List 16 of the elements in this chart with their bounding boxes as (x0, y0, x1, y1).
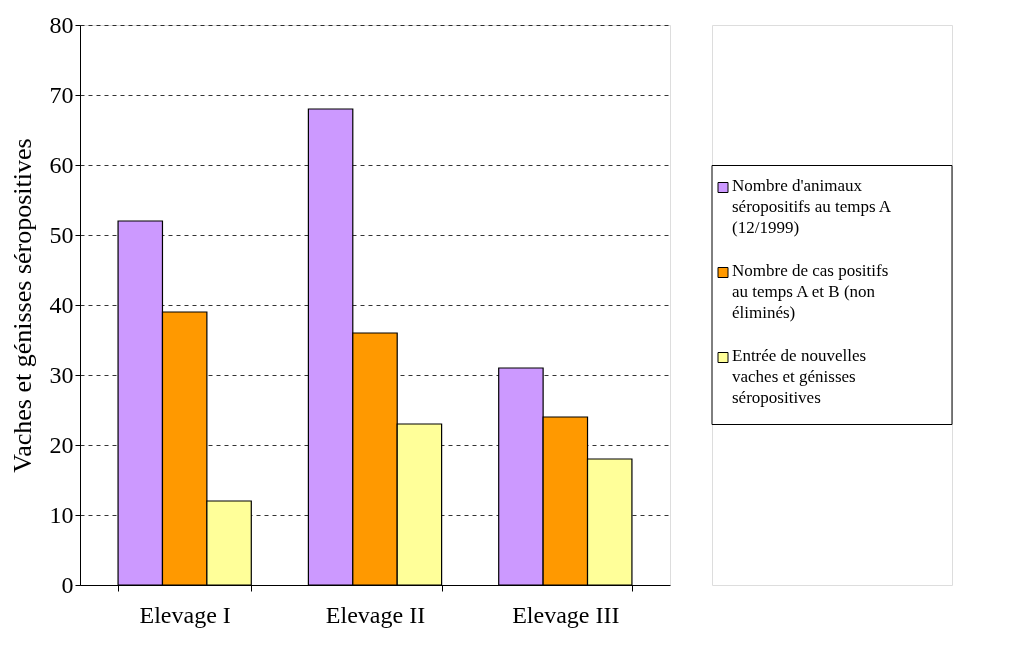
legend-label: Nombre de cas positifs au temps A et B (non éliminés) (732, 260, 889, 322)
y-tick-label: 70 (49, 81, 74, 108)
y-tick-label: 20 (49, 431, 74, 458)
y-tick-label: 60 (49, 151, 74, 178)
legend-label: Nombre d'animaux séropositifs au temps A (12/1999) (732, 175, 892, 237)
y-axis-title: Vaches et génisses séropositives (7, 138, 37, 473)
y-tick-label: 10 (49, 501, 74, 528)
x-tick-label: Elevage II (325, 601, 426, 628)
x-tick-label: Elevage III (512, 601, 620, 628)
y-tick-label: 80 (49, 11, 74, 38)
legend-label: Entrée de nouvelles vaches et génisses séropositives (732, 345, 867, 407)
y-tick-label: 30 (49, 361, 74, 388)
y-tick-label: 40 (49, 291, 74, 318)
x-tick-label: Elevage I (139, 601, 231, 628)
y-tick-label: 50 (49, 221, 74, 248)
y-tick-label: 0 (61, 571, 74, 598)
